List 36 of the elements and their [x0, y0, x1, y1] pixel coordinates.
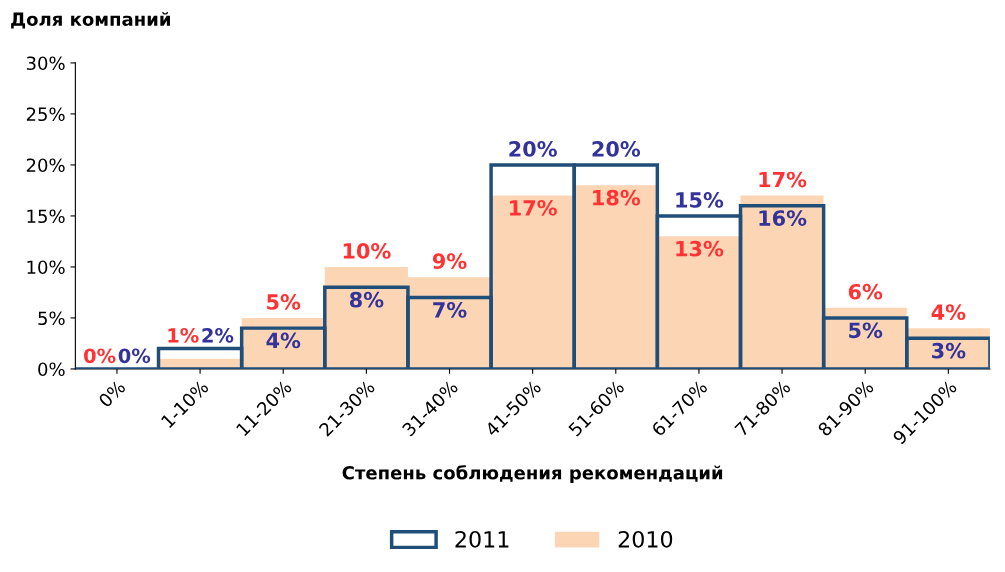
data-label: 4% [266, 332, 301, 349]
data-label: 1% [168, 328, 199, 343]
y-tick-label: 15% [27, 209, 65, 224]
data-label: 2% [202, 328, 234, 343]
legend-label: 2010 [618, 530, 673, 548]
data-label: 3% [932, 342, 966, 359]
data-label: 17% [759, 171, 807, 188]
x-tick-label: 0% [97, 379, 127, 408]
data-label: 8% [349, 291, 384, 308]
data-label: 15% [676, 192, 724, 208]
y-tick-label: 0% [38, 362, 65, 377]
data-label: 4% [931, 304, 966, 321]
y-tick-label: 20% [26, 158, 65, 173]
data-label: 18% [593, 189, 641, 206]
data-label: 0% [118, 348, 151, 364]
data-label: 20% [592, 141, 641, 157]
y-tick-label: 25% [26, 107, 65, 122]
bar [657, 236, 741, 369]
y-tick-label: 5% [38, 311, 65, 326]
data-label: 16% [759, 210, 807, 226]
data-label: 5% [267, 294, 301, 310]
data-label: 6% [848, 283, 883, 300]
data-label: 0% [84, 348, 116, 364]
x-axis-title: Степень соблюдения рекомендаций [342, 465, 723, 484]
y-tick-label: 30% [26, 56, 65, 71]
y-axis-title: Доля компаний [11, 11, 170, 29]
data-label: 13% [676, 240, 724, 257]
data-label: 10% [343, 243, 391, 259]
data-label: 17% [510, 199, 557, 216]
data-label: 7% [433, 301, 467, 318]
data-label: 20% [509, 141, 557, 157]
y-tick-label: 10% [27, 260, 65, 275]
bar [491, 195, 575, 369]
data-label: 5% [849, 322, 883, 339]
legend-label: 2011 [455, 530, 509, 548]
data-label: 9% [432, 253, 467, 270]
